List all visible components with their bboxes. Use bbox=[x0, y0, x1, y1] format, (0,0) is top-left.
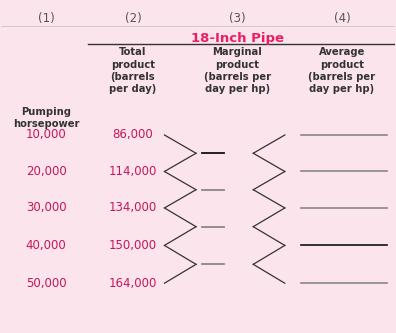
Text: 10,000: 10,000 bbox=[26, 129, 67, 142]
Text: (3): (3) bbox=[229, 12, 246, 25]
Text: 150,000: 150,000 bbox=[109, 239, 157, 252]
Text: 164,000: 164,000 bbox=[109, 277, 157, 290]
Text: 20,000: 20,000 bbox=[26, 165, 67, 178]
Text: Marginal
product
(barrels per
day per hp): Marginal product (barrels per day per hp… bbox=[204, 47, 271, 94]
Text: 30,000: 30,000 bbox=[26, 201, 67, 214]
Text: (4): (4) bbox=[334, 12, 350, 25]
Text: 40,000: 40,000 bbox=[26, 239, 67, 252]
Text: (2): (2) bbox=[124, 12, 141, 25]
Text: (1): (1) bbox=[38, 12, 54, 25]
Text: Average
product
(barrels per
day per hp): Average product (barrels per day per hp) bbox=[308, 47, 375, 94]
Text: 50,000: 50,000 bbox=[26, 277, 67, 290]
Text: 114,000: 114,000 bbox=[109, 165, 157, 178]
Text: 86,000: 86,000 bbox=[112, 129, 153, 142]
Text: 134,000: 134,000 bbox=[109, 201, 157, 214]
Text: Pumping
horsepower: Pumping horsepower bbox=[13, 107, 79, 129]
Text: Total
product
(barrels
per day): Total product (barrels per day) bbox=[109, 47, 156, 94]
Text: 18-Inch Pipe: 18-Inch Pipe bbox=[191, 32, 284, 45]
